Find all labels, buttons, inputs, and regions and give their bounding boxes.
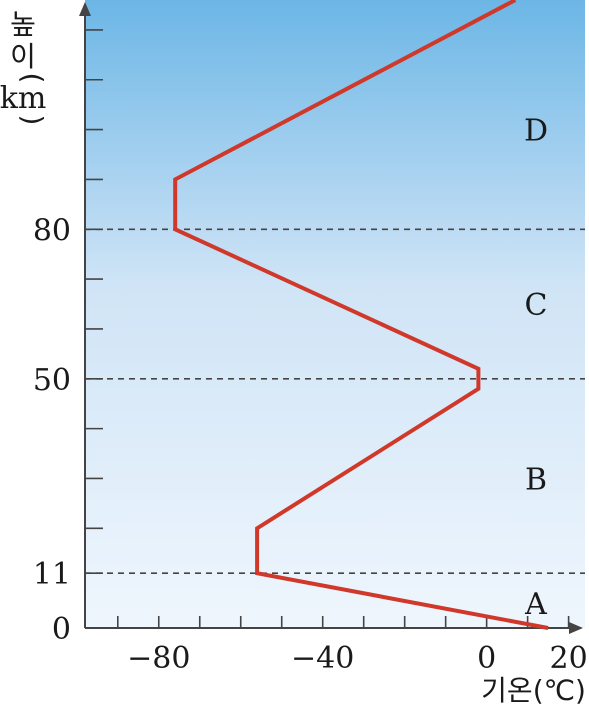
layer-labels: A B C D: [524, 114, 548, 622]
y-tick-label-11: 11: [33, 557, 71, 592]
layer-label-D: D: [524, 114, 548, 149]
axes: [79, 2, 583, 634]
x-tick-label-20: 20: [550, 641, 588, 676]
layer-label-A: A: [524, 587, 547, 622]
y-axis-title: 높이(km): [0, 8, 49, 125]
y-axis-title-char-1: 이: [10, 40, 36, 73]
layer-label-B: B: [525, 462, 547, 497]
y-tick-label-80: 80: [33, 213, 71, 248]
x-axis-title: 기온(℃): [481, 674, 586, 707]
y-axis-title-char-3: km: [0, 81, 46, 116]
y-axis-title-char-4: ): [16, 115, 49, 126]
x-tick-label--80: −80: [127, 641, 190, 676]
x-axis-arrowhead: [569, 622, 583, 634]
plot-background: [85, 0, 585, 628]
y-tick-label-0: 0: [52, 612, 71, 647]
x-tick-label--40: −40: [291, 641, 354, 676]
layer-label-C: C: [525, 288, 548, 323]
y-axis-arrowhead: [79, 2, 91, 16]
tick-labels: 0 11 50 80 −80 −40 0 20: [33, 213, 588, 676]
series-group: [173, 0, 549, 630]
temperature-line-0: [173, 0, 549, 630]
y-tick-label-50: 50: [33, 363, 71, 398]
y-axis-title-char-2: (: [16, 73, 49, 84]
x-tick-label-0: 0: [477, 641, 496, 676]
axis-titles: 기온(℃) 높이(km): [0, 8, 586, 707]
y-axis-title-char-0: 높: [10, 8, 36, 41]
